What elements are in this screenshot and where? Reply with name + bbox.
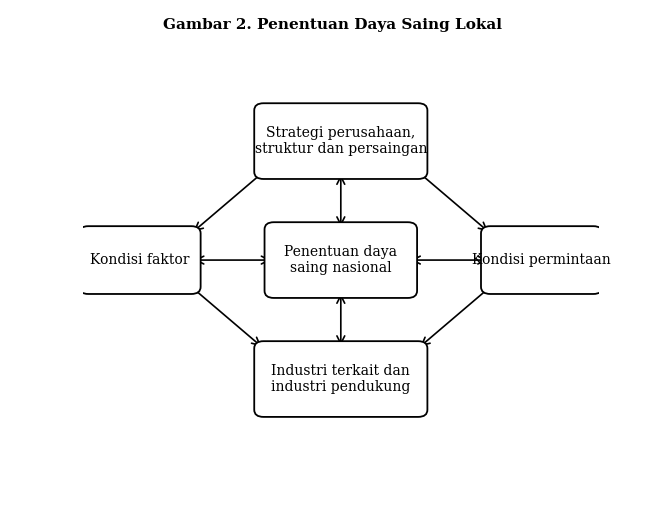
Text: Kondisi permintaan: Kondisi permintaan	[472, 253, 611, 267]
Text: Gambar 2. Penentuan Daya Saing Lokal: Gambar 2. Penentuan Daya Saing Lokal	[163, 18, 502, 32]
FancyBboxPatch shape	[481, 226, 602, 294]
Text: Penentuan daya
saing nasional: Penentuan daya saing nasional	[285, 245, 397, 275]
FancyBboxPatch shape	[79, 226, 201, 294]
Text: Industri terkait dan
industri pendukung: Industri terkait dan industri pendukung	[271, 364, 410, 394]
Text: Strategi perusahaan,
struktur dan persaingan: Strategi perusahaan, struktur dan persai…	[255, 126, 427, 156]
FancyBboxPatch shape	[265, 222, 417, 298]
FancyBboxPatch shape	[254, 341, 428, 417]
FancyBboxPatch shape	[254, 103, 428, 179]
Text: Kondisi faktor: Kondisi faktor	[90, 253, 190, 267]
